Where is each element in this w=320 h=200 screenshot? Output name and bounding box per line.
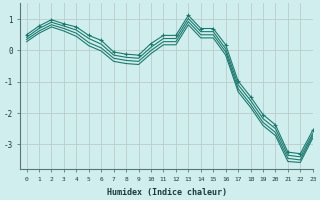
X-axis label: Humidex (Indice chaleur): Humidex (Indice chaleur) [107, 188, 227, 197]
